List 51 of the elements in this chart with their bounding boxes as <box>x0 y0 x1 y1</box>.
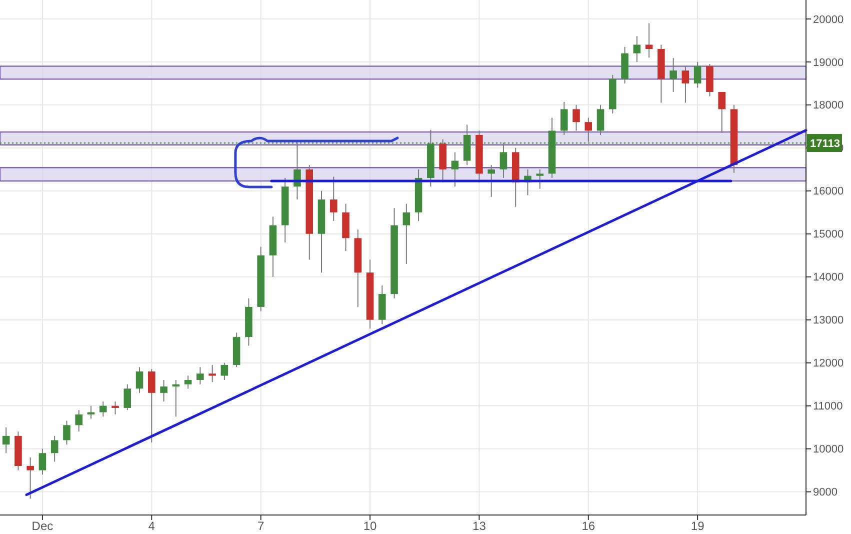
candlestick <box>196 366 204 385</box>
candlestick <box>26 456 34 500</box>
candlestick <box>112 401 119 415</box>
candlestick <box>718 91 726 134</box>
candlestick <box>560 101 568 136</box>
candlestick <box>63 420 70 445</box>
candlestick <box>402 203 410 264</box>
x-tick-label: 13 <box>472 519 486 533</box>
x-tick-label: 16 <box>582 519 596 533</box>
candlestick <box>584 117 592 142</box>
candlestick <box>645 22 653 58</box>
candlestick <box>50 435 58 462</box>
x-tick-label: 19 <box>690 519 705 533</box>
candlestick <box>536 168 544 190</box>
candlestick <box>148 368 156 443</box>
candlestick <box>694 61 702 88</box>
candlestick <box>99 401 107 418</box>
candlestick <box>488 164 495 198</box>
candlestick <box>208 364 216 383</box>
candlestick <box>124 384 132 411</box>
candlestick <box>75 410 82 432</box>
y-tick-label: 14000 <box>813 272 844 284</box>
candlestick <box>682 66 690 104</box>
candlestick <box>596 104 604 136</box>
candlestick <box>160 380 168 402</box>
candlestick <box>572 104 580 132</box>
y-tick-label: 20000 <box>813 14 844 26</box>
candlestick <box>451 152 459 188</box>
candlestick <box>633 36 641 62</box>
x-tick-label: 4 <box>148 519 156 533</box>
x-tick-label: Dec <box>32 519 54 533</box>
candlestick <box>220 362 228 381</box>
y-tick-label: 12000 <box>813 358 844 370</box>
y-tick-label: 19000 <box>813 56 844 69</box>
y-tick-label: 10000 <box>813 444 844 456</box>
y-tick-label: 16000 <box>813 186 844 198</box>
candlestick <box>330 176 338 222</box>
x-tick-label: 7 <box>257 519 264 533</box>
ref-line-label: 17113 <box>810 138 840 150</box>
candlestick <box>500 142 508 178</box>
candlestick <box>136 366 144 394</box>
y-tick-label: 13000 <box>813 314 844 327</box>
candlestick <box>38 448 46 476</box>
y-tick-label: 9000 <box>813 486 838 499</box>
y-tick-label: 18000 <box>813 100 844 112</box>
y-tick-label: 15000 <box>813 228 844 241</box>
candlestick <box>670 58 677 92</box>
y-tick-label: 11000 <box>813 400 843 413</box>
x-tick-label: 10 <box>363 519 378 533</box>
candlestick <box>2 426 10 454</box>
candlestick <box>184 375 192 390</box>
